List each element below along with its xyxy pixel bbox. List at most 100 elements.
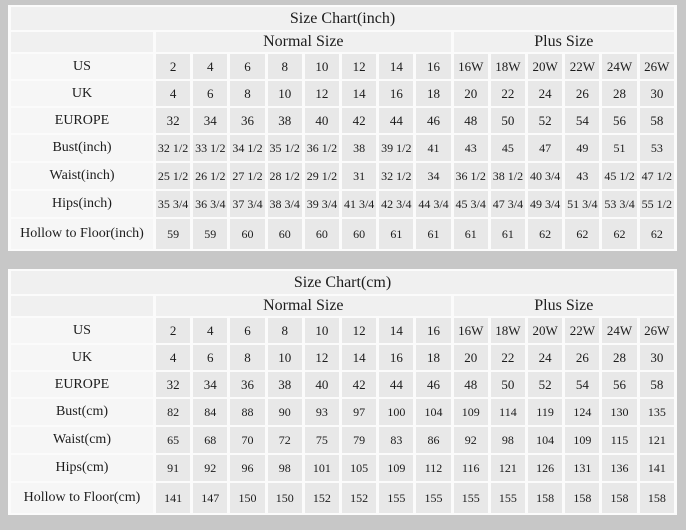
size-value-cell: 14 <box>379 318 414 343</box>
size-value-cell: 121 <box>639 427 674 453</box>
size-value-cell: 38 1/2 <box>490 163 526 189</box>
size-value-cell: 54 <box>565 372 600 397</box>
size-value-cell: 39 1/2 <box>379 135 414 161</box>
size-value-cell: 6 <box>193 345 228 370</box>
table-row: Waist(inch) 25 1/2 26 1/2 27 1/2 28 1/2 29 1/… <box>11 163 674 189</box>
table-row: UK 4 6 8 10 12 14 16 18 20 22 24 26 28 30 <box>11 345 674 370</box>
size-value-cell: 10 <box>267 81 302 106</box>
size-value-cell: 14 <box>342 345 377 370</box>
size-value-cell: 93 <box>304 399 340 425</box>
row-label: EUROPE <box>11 108 153 133</box>
size-value-cell: 135 <box>639 399 674 425</box>
size-value-cell: 26W <box>639 54 674 79</box>
size-value-cell: 4 <box>156 345 191 370</box>
size-value-cell: 72 <box>267 427 302 453</box>
size-value-cell: 101 <box>304 455 340 481</box>
table-title-row: Size Chart(cm) <box>11 271 674 294</box>
size-value-cell: 24 <box>528 345 563 370</box>
size-value-cell: 30 <box>639 345 674 370</box>
size-value-cell: 155 <box>416 483 451 513</box>
size-value-cell: 58 <box>639 108 674 133</box>
size-value-cell: 4 <box>193 318 228 343</box>
size-value-cell: 28 <box>602 345 637 370</box>
size-value-cell: 124 <box>565 399 600 425</box>
row-label: Hips(inch) <box>11 191 153 217</box>
size-value-cell: 48 <box>453 372 488 397</box>
size-value-cell: 20 <box>453 81 488 106</box>
size-value-cell: 35 1/2 <box>267 135 302 161</box>
size-value-cell: 141 <box>639 455 674 481</box>
size-value-cell: 109 <box>379 455 414 481</box>
size-value-cell: 28 1/2 <box>267 163 302 189</box>
size-value-cell: 53 <box>639 135 674 161</box>
size-value-cell: 112 <box>416 455 451 481</box>
size-value-cell: 68 <box>193 427 228 453</box>
size-value-cell: 61 <box>416 219 451 249</box>
size-value-cell: 20W <box>528 54 563 79</box>
size-value-cell: 24 <box>528 81 563 106</box>
size-value-cell: 45 3/4 <box>453 191 488 217</box>
size-value-cell: 98 <box>490 427 526 453</box>
size-value-cell: 36 3/4 <box>193 191 228 217</box>
size-value-cell: 10 <box>267 345 302 370</box>
size-value-cell: 41 <box>416 135 451 161</box>
size-value-cell: 24W <box>602 54 637 79</box>
size-value-cell: 79 <box>342 427 377 453</box>
size-value-cell: 27 1/2 <box>230 163 265 189</box>
group-header-row: Normal Size Plus Size <box>11 32 674 52</box>
size-value-cell: 28 <box>602 81 637 106</box>
size-value-cell: 25 1/2 <box>156 163 191 189</box>
size-value-cell: 33 1/2 <box>193 135 228 161</box>
size-value-cell: 54 <box>565 108 600 133</box>
size-value-cell: 16 <box>416 54 451 79</box>
size-value-cell: 43 <box>453 135 488 161</box>
size-value-cell: 48 <box>453 108 488 133</box>
size-value-cell: 29 1/2 <box>304 163 340 189</box>
size-value-cell: 155 <box>490 483 526 513</box>
size-value-cell: 4 <box>156 81 191 106</box>
size-value-cell: 61 <box>453 219 488 249</box>
size-value-cell: 58 <box>639 372 674 397</box>
size-value-cell: 90 <box>267 399 302 425</box>
row-label: UK <box>11 345 153 370</box>
row-label: Hollow to Floor(cm) <box>11 483 153 513</box>
size-value-cell: 141 <box>156 483 191 513</box>
size-value-cell: 30 <box>639 81 674 106</box>
size-value-cell: 155 <box>453 483 488 513</box>
table-row: Bust(cm) 82 84 88 90 93 97 100 104 109 114 119 124 13… <box>11 399 674 425</box>
size-value-cell: 152 <box>304 483 340 513</box>
size-value-cell: 8 <box>230 81 265 106</box>
size-value-cell: 46 <box>416 372 451 397</box>
size-value-cell: 52 <box>528 108 563 133</box>
table-row: US 2 4 6 8 10 12 14 16 16W 18W 20W 22W 24W 26W <box>11 54 674 79</box>
table-row: Bust(inch) 32 1/2 33 1/2 34 1/2 35 1/2 36 1/2… <box>11 135 674 161</box>
group-header: Plus Size <box>453 32 674 52</box>
size-value-cell: 18 <box>416 345 451 370</box>
size-value-cell: 60 <box>267 219 302 249</box>
size-value-cell: 96 <box>230 455 265 481</box>
size-value-cell: 61 <box>490 219 526 249</box>
size-value-cell: 8 <box>267 318 302 343</box>
size-value-cell: 22 <box>490 345 526 370</box>
size-value-cell: 12 <box>342 318 377 343</box>
size-value-cell: 56 <box>602 108 637 133</box>
size-value-cell: 62 <box>639 219 674 249</box>
size-value-cell: 59 <box>193 219 228 249</box>
size-value-cell: 36 <box>230 108 265 133</box>
size-value-cell: 158 <box>639 483 674 513</box>
table-row: UK 4 6 8 10 12 14 16 18 20 22 24 26 28 30 <box>11 81 674 106</box>
size-value-cell: 88 <box>230 399 265 425</box>
size-value-cell: 20W <box>528 318 563 343</box>
size-value-cell: 42 3/4 <box>379 191 414 217</box>
size-value-cell: 45 1/2 <box>602 163 637 189</box>
size-value-cell: 131 <box>565 455 600 481</box>
size-value-cell: 16W <box>453 318 488 343</box>
size-value-cell: 150 <box>267 483 302 513</box>
size-value-cell: 91 <box>156 455 191 481</box>
size-value-cell: 31 <box>342 163 377 189</box>
size-value-cell: 35 3/4 <box>156 191 191 217</box>
size-value-cell: 36 1/2 <box>304 135 340 161</box>
size-value-cell: 40 <box>304 372 340 397</box>
size-value-cell: 47 3/4 <box>490 191 526 217</box>
size-value-cell: 36 1/2 <box>453 163 488 189</box>
